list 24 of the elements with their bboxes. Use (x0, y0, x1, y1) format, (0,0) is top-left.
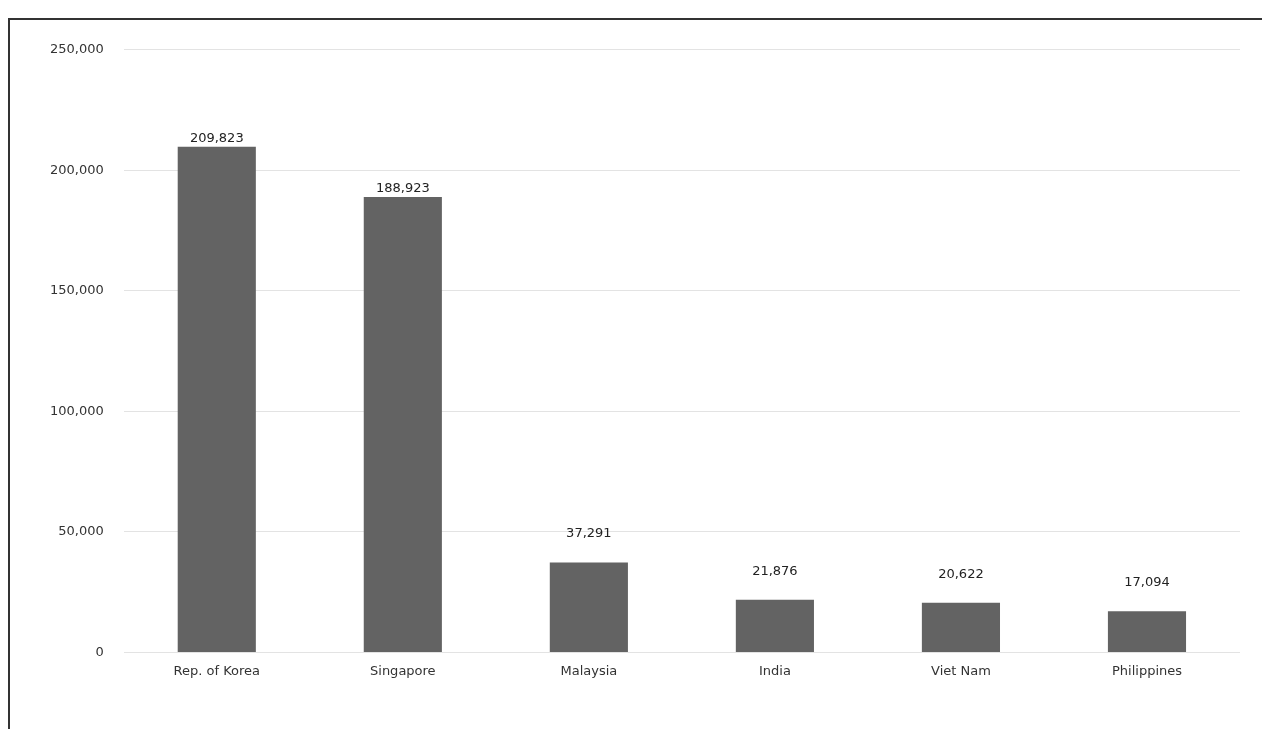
bar (1107, 611, 1187, 652)
bar (177, 146, 256, 652)
y-tick-label: 150,000 (49, 282, 104, 298)
data-label: 20,622 (938, 565, 984, 581)
x-tick-label: Viet Nam (931, 662, 991, 678)
y-tick-label: 100,000 (49, 402, 104, 418)
x-tick-label: Philippines (1111, 662, 1183, 678)
bar (921, 602, 1001, 652)
x-tick-label: Singapore (370, 662, 436, 678)
y-tick-label: 250,000 (49, 41, 104, 57)
bar (363, 197, 442, 652)
x-tick-label: Malaysia (560, 662, 618, 678)
x-tick-label: Rep. of Korea (173, 662, 261, 678)
bar (549, 562, 628, 652)
y-tick-label: 0 (95, 643, 104, 659)
data-label: 209,823 (189, 129, 244, 145)
data-label: 37,291 (566, 525, 612, 541)
data-label: 21,876 (752, 562, 798, 578)
data-label: 188,923 (375, 179, 430, 195)
x-tick-label: India (758, 662, 791, 678)
bar (735, 599, 814, 652)
y-tick-label: 50,000 (58, 523, 104, 539)
y-tick-label: 200,000 (49, 161, 104, 177)
data-label: 17,094 (1124, 574, 1170, 590)
